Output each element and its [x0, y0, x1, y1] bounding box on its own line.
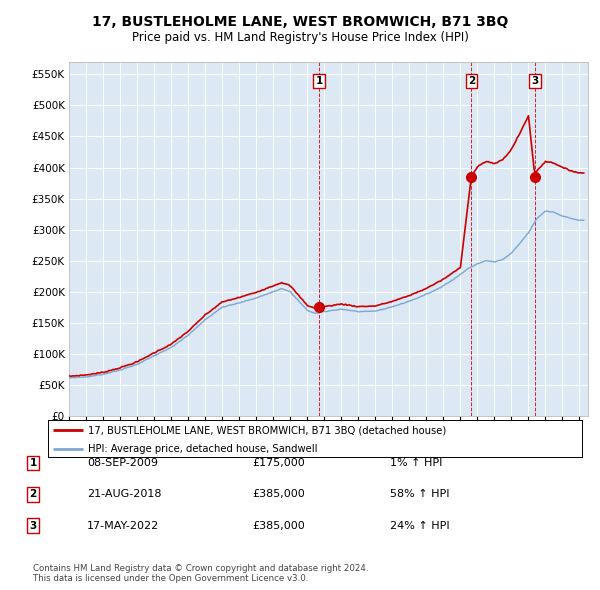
Text: 58% ↑ HPI: 58% ↑ HPI	[390, 490, 449, 499]
Text: £175,000: £175,000	[252, 458, 305, 468]
Text: 3: 3	[531, 76, 539, 86]
Text: £385,000: £385,000	[252, 490, 305, 499]
Text: Contains HM Land Registry data © Crown copyright and database right 2024.
This d: Contains HM Land Registry data © Crown c…	[33, 563, 368, 583]
Text: £385,000: £385,000	[252, 521, 305, 530]
Text: 17, BUSTLEHOLME LANE, WEST BROMWICH, B71 3BQ (detached house): 17, BUSTLEHOLME LANE, WEST BROMWICH, B71…	[88, 425, 446, 435]
Text: 3: 3	[29, 521, 37, 530]
Text: 21-AUG-2018: 21-AUG-2018	[87, 490, 161, 499]
Text: HPI: Average price, detached house, Sandwell: HPI: Average price, detached house, Sand…	[88, 444, 317, 454]
Text: 08-SEP-2009: 08-SEP-2009	[87, 458, 158, 468]
Text: 24% ↑ HPI: 24% ↑ HPI	[390, 521, 449, 530]
Text: Price paid vs. HM Land Registry's House Price Index (HPI): Price paid vs. HM Land Registry's House …	[131, 31, 469, 44]
Text: 2: 2	[29, 490, 37, 499]
Text: 1% ↑ HPI: 1% ↑ HPI	[390, 458, 442, 468]
Text: 2: 2	[467, 76, 475, 86]
Text: 1: 1	[316, 76, 323, 86]
Text: 17-MAY-2022: 17-MAY-2022	[87, 521, 159, 530]
Text: 1: 1	[29, 458, 37, 468]
Text: 17, BUSTLEHOLME LANE, WEST BROMWICH, B71 3BQ: 17, BUSTLEHOLME LANE, WEST BROMWICH, B71…	[92, 15, 508, 29]
